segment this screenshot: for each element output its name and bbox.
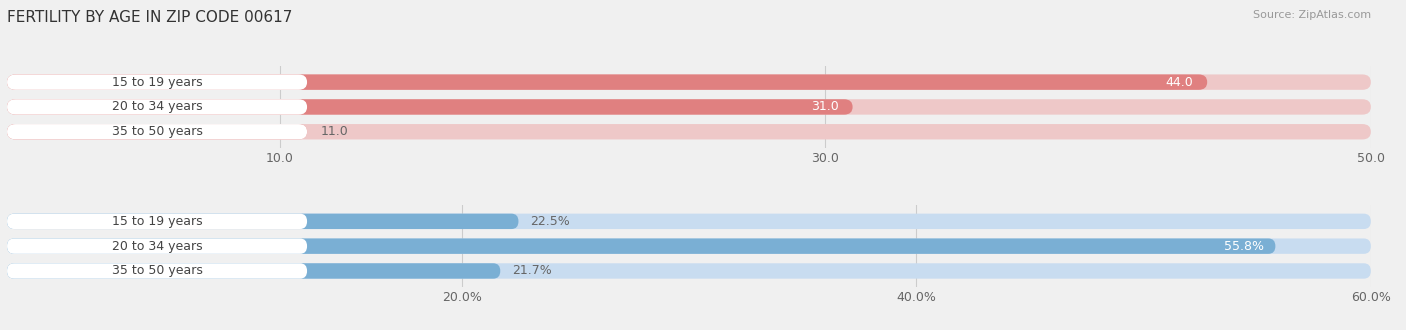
FancyBboxPatch shape (7, 75, 1371, 90)
FancyBboxPatch shape (7, 239, 1371, 254)
Text: FERTILITY BY AGE IN ZIP CODE 00617: FERTILITY BY AGE IN ZIP CODE 00617 (7, 10, 292, 25)
FancyBboxPatch shape (7, 75, 1208, 90)
Text: 15 to 19 years: 15 to 19 years (111, 215, 202, 228)
FancyBboxPatch shape (7, 263, 1371, 279)
FancyBboxPatch shape (7, 99, 852, 115)
Text: 22.5%: 22.5% (530, 215, 569, 228)
FancyBboxPatch shape (7, 263, 307, 279)
Text: 15 to 19 years: 15 to 19 years (111, 76, 202, 89)
FancyBboxPatch shape (7, 99, 1371, 115)
Text: 21.7%: 21.7% (512, 264, 551, 278)
FancyBboxPatch shape (7, 75, 307, 90)
FancyBboxPatch shape (7, 239, 307, 254)
Text: 31.0: 31.0 (811, 100, 839, 114)
Text: 55.8%: 55.8% (1225, 240, 1264, 253)
Text: 35 to 50 years: 35 to 50 years (111, 264, 202, 278)
FancyBboxPatch shape (7, 124, 307, 140)
FancyBboxPatch shape (7, 214, 519, 229)
Text: 11.0: 11.0 (321, 125, 349, 138)
Text: 35 to 50 years: 35 to 50 years (111, 125, 202, 138)
FancyBboxPatch shape (7, 214, 307, 229)
FancyBboxPatch shape (7, 263, 501, 279)
Text: 44.0: 44.0 (1166, 76, 1194, 89)
Text: 20 to 34 years: 20 to 34 years (111, 240, 202, 253)
FancyBboxPatch shape (7, 124, 1371, 140)
FancyBboxPatch shape (7, 99, 307, 115)
Text: Source: ZipAtlas.com: Source: ZipAtlas.com (1253, 10, 1371, 20)
Text: 20 to 34 years: 20 to 34 years (111, 100, 202, 114)
FancyBboxPatch shape (7, 239, 1275, 254)
FancyBboxPatch shape (7, 124, 307, 140)
FancyBboxPatch shape (7, 214, 1371, 229)
